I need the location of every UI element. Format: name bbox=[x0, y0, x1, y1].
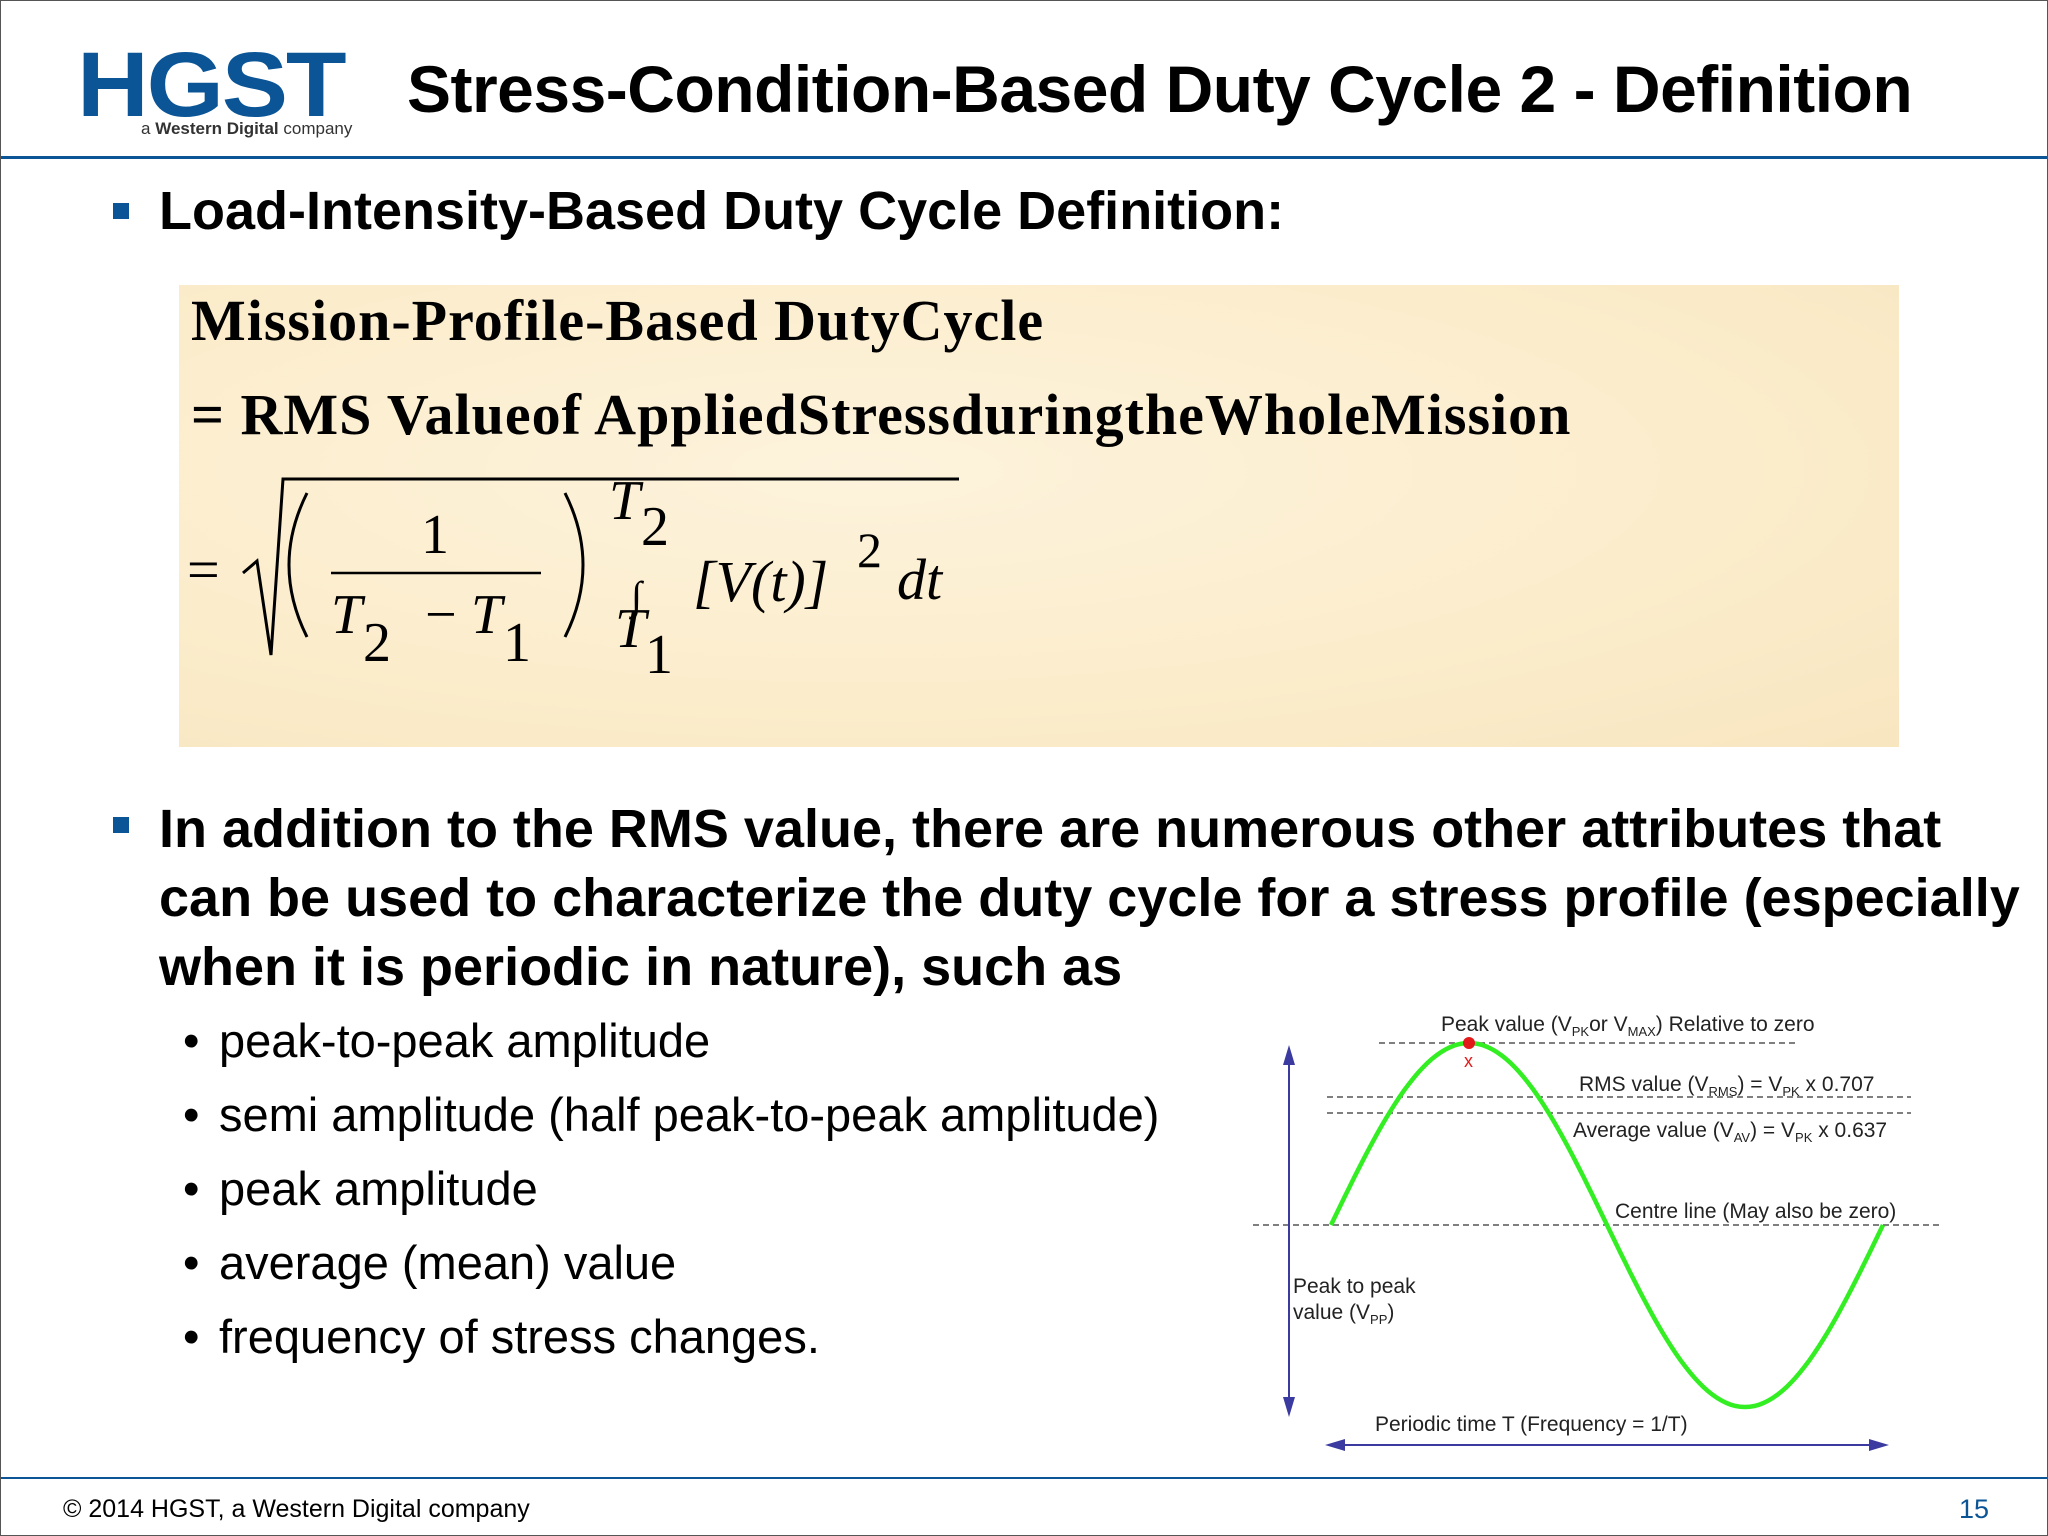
fraction-sub2: 2 bbox=[363, 612, 391, 674]
logo-tagline-brand: Western Digital bbox=[155, 119, 279, 138]
formula-box: Mission-Profile-Based DutyCycle = RMS Va… bbox=[179, 285, 1899, 747]
period-label: Periodic time T (Frequency = 1/T) bbox=[1375, 1413, 1688, 1436]
sub-bullet-item: • peak amplitude bbox=[183, 1161, 538, 1216]
rms-value-label: RMS value (VRMS) = VPK x 0.707 bbox=[1579, 1073, 1874, 1099]
integrand: [V(t)] bbox=[693, 549, 828, 614]
dot-bullet-icon: • bbox=[183, 1236, 200, 1289]
sub-bullet-item: • frequency of stress changes. bbox=[183, 1309, 820, 1364]
upper-limit-T: T bbox=[609, 470, 644, 532]
logo-tagline: a Western Digital company bbox=[141, 119, 352, 139]
integral-sign: ∫ bbox=[628, 573, 645, 620]
sub-bullet-item: • semi amplitude (half peak-to-peak ampli… bbox=[183, 1087, 1159, 1142]
lower-limit-sub: 1 bbox=[645, 624, 673, 686]
lower-limit-T: T bbox=[615, 598, 650, 660]
paren-left bbox=[287, 492, 309, 638]
dot-bullet-icon: • bbox=[183, 1088, 200, 1141]
slide-title: Stress-Condition-Based Duty Cycle 2 - De… bbox=[407, 52, 1913, 126]
sub-bullet-item: • average (mean) value bbox=[183, 1235, 676, 1290]
arrow-down-icon bbox=[1283, 1397, 1295, 1417]
logo-tagline-prefix: a bbox=[141, 119, 151, 138]
integrand-power: 2 bbox=[857, 522, 882, 578]
fraction-T2: T bbox=[331, 584, 366, 646]
formula-line-2: = RMS Valueof AppliedStressduringtheWhol… bbox=[191, 382, 1572, 447]
formula-equals: = bbox=[187, 537, 220, 602]
centre-line-label: Centre line (May also be zero) bbox=[1615, 1200, 1896, 1223]
sub-bullet-text: frequency of stress changes. bbox=[219, 1310, 820, 1363]
average-value-label: Average value (VAV) = VPK x 0.637 bbox=[1573, 1119, 1887, 1145]
peak-marker-label: x bbox=[1464, 1051, 1473, 1071]
bullet-load-intensity: Load-Intensity-Based Duty Cycle Definiti… bbox=[159, 181, 1285, 241]
sub-bullet-text: peak amplitude bbox=[219, 1162, 538, 1215]
integrand-dt: dt bbox=[897, 547, 944, 612]
fraction-T1: T bbox=[471, 584, 506, 646]
copyright-text: © 2014 HGST, a Western Digital company bbox=[63, 1495, 530, 1523]
sine-wave bbox=[1328, 1040, 1886, 1410]
bullet-other-attributes: In addition to the RMS value, there are … bbox=[159, 799, 2020, 997]
peak-marker bbox=[1463, 1037, 1475, 1049]
sub-bullet-text: average (mean) value bbox=[219, 1236, 677, 1289]
hgst-logo: HGST a Western Digital company bbox=[77, 39, 353, 143]
fraction-numerator: 1 bbox=[421, 504, 449, 566]
fraction-sub1: 1 bbox=[503, 612, 531, 674]
peak-value-label: Peak value (VPKor VMAX) Relative to zero bbox=[1441, 1013, 1815, 1039]
fraction-minus: − bbox=[425, 584, 457, 646]
page-number: 15 bbox=[1958, 1494, 1989, 1524]
dot-bullet-icon: • bbox=[183, 1014, 200, 1067]
peak-to-peak-label-line1: Peak to peak bbox=[1293, 1275, 1416, 1298]
sub-bullet-item: • peak-to-peak amplitude bbox=[183, 1013, 710, 1068]
peak-to-peak-label-line2: value (VPP) bbox=[1293, 1301, 1394, 1327]
rms-integral-formula: = 1 T 2 − T 1 T 2 ∫ T 1 bbox=[187, 470, 959, 686]
arrow-up-icon bbox=[1283, 1045, 1295, 1065]
arrow-right-icon bbox=[1869, 1439, 1889, 1451]
sine-wave-diagram: x Peak value (VPKor VMAX) Relative to ze… bbox=[1253, 1013, 1939, 1451]
formula-line-1: Mission-Profile-Based DutyCycle bbox=[191, 288, 1045, 353]
dot-bullet-icon: • bbox=[183, 1310, 200, 1363]
square-bullet-icon bbox=[113, 817, 129, 833]
sub-bullet-text: semi amplitude (half peak-to-peak amplit… bbox=[219, 1088, 1160, 1141]
square-bullet-icon bbox=[113, 203, 129, 219]
sub-bullet-text: peak-to-peak amplitude bbox=[219, 1014, 711, 1067]
paren-right bbox=[563, 492, 585, 638]
dot-bullet-icon: • bbox=[183, 1162, 200, 1215]
logo-wordmark: HGST bbox=[77, 34, 347, 136]
upper-limit-sub: 2 bbox=[641, 496, 669, 558]
radical-sign bbox=[242, 477, 959, 656]
logo-tagline-suffix: company bbox=[283, 119, 353, 138]
header-divider bbox=[1, 156, 2047, 159]
footer-divider bbox=[1, 1477, 2047, 1479]
arrow-left-icon bbox=[1325, 1439, 1345, 1451]
